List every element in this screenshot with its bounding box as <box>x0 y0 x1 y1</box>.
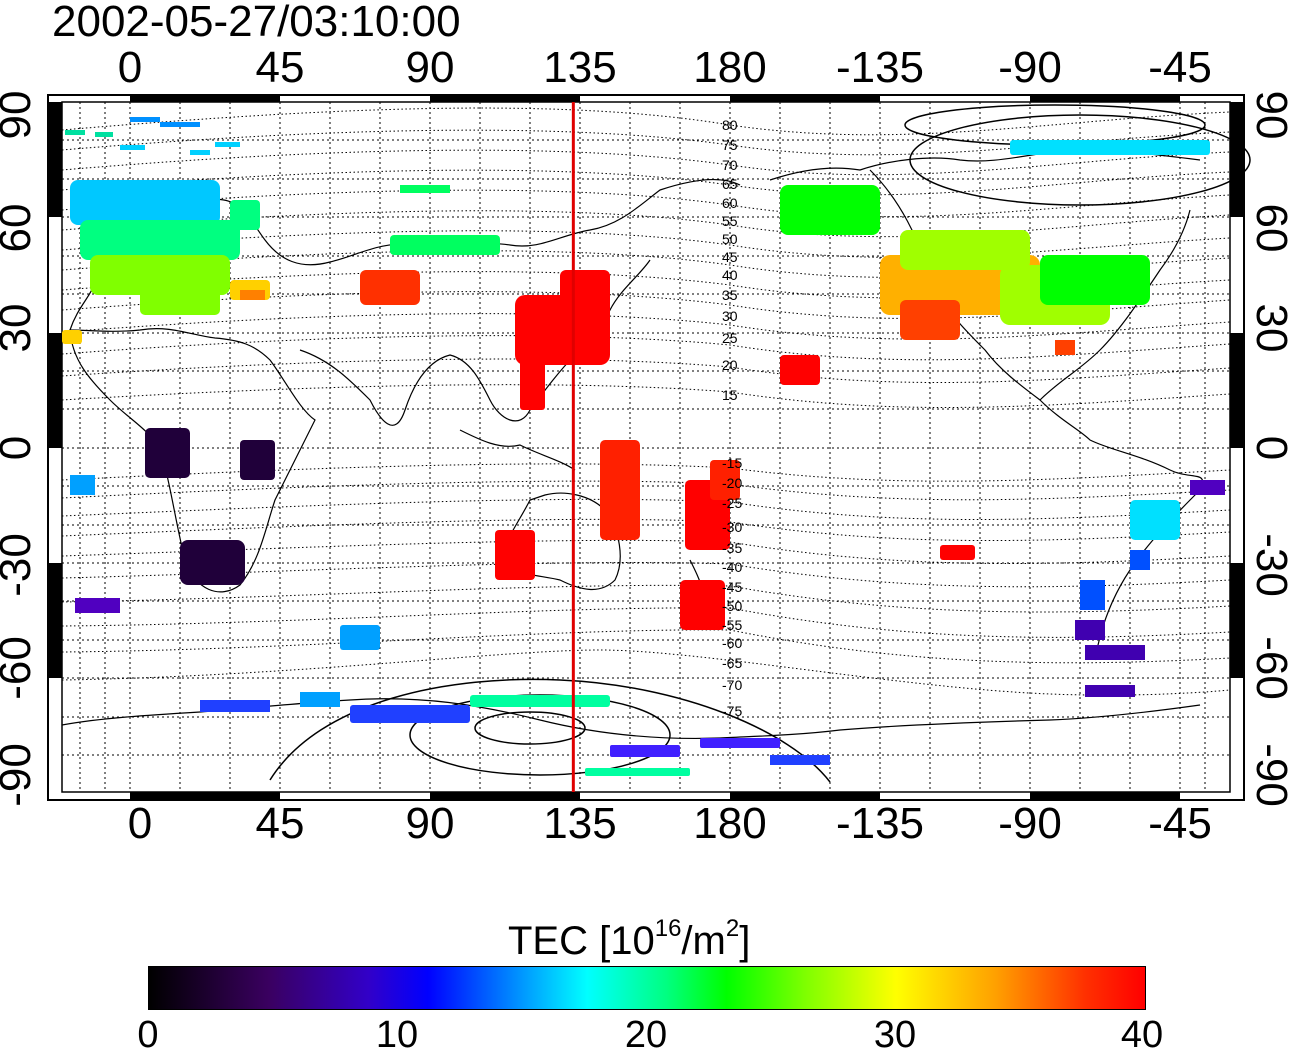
contour-label: 50 <box>722 231 738 247</box>
contour-label: 30 <box>722 308 738 324</box>
tec-observation-points <box>62 117 1225 776</box>
contour-label: -65 <box>722 655 742 671</box>
contour-label: 80 <box>722 117 738 133</box>
colorbar <box>148 966 1146 1010</box>
lon-tick-bottom-180: 180 <box>693 799 767 848</box>
colorbar-tick-10: 10 <box>375 1014 419 1056</box>
contour-label: 25 <box>722 330 738 346</box>
contour-label: -30 <box>722 519 742 535</box>
lon-tick-top-m135: -135 <box>835 43 925 92</box>
lon-tick-bottom-135: 135 <box>543 799 617 848</box>
contour-label: 75 <box>722 137 738 153</box>
lon-tick-bottom-90: 90 <box>405 799 455 848</box>
lon-tick-bottom-m45: -45 <box>1148 799 1212 848</box>
colorbar-tick-20: 20 <box>624 1014 668 1056</box>
contour-label: 55 <box>722 213 738 229</box>
timestamp-title: 2002-05-27/03:10:00 <box>52 0 461 46</box>
contour-label: 60 <box>722 195 738 211</box>
lon-tick-top-m45: -45 <box>1148 43 1212 92</box>
contour-label: -40 <box>722 559 742 575</box>
contour-label: -35 <box>722 540 742 556</box>
colorbar-tick-40: 40 <box>1120 1014 1164 1056</box>
contour-label: -70 <box>722 677 742 693</box>
lon-tick-top-180: 180 <box>693 43 767 92</box>
colorbar-title: TEC [1016/m2] <box>508 915 751 963</box>
lon-tick-top-m90: -90 <box>998 43 1062 92</box>
contour-label: -50 <box>722 598 742 614</box>
contour-labels: 80 75 70 65 60 55 50 45 40 35 30 25 20 1… <box>722 117 742 719</box>
contour-label: 40 <box>722 267 738 283</box>
colorbar-tick-30: 30 <box>873 1014 917 1056</box>
contour-label: -60 <box>722 635 742 651</box>
contour-label: 70 <box>722 157 738 173</box>
lon-tick-top-0: 0 <box>117 43 143 92</box>
colorbar-tick-0: 0 <box>137 1014 159 1056</box>
contour-label: -25 <box>722 495 742 511</box>
lon-tick-bottom-0: 0 <box>127 799 153 848</box>
contour-label: -55 <box>722 617 742 633</box>
lon-tick-bottom-45: 45 <box>255 799 305 848</box>
contour-label: -20 <box>722 475 742 491</box>
contour-label: 15 <box>722 387 738 403</box>
contour-label: -45 <box>722 579 742 595</box>
lon-tick-top-90: 90 <box>405 43 455 92</box>
lon-tick-bottom-m135: -135 <box>835 799 925 848</box>
contour-label: -75 <box>722 703 742 719</box>
contour-label: 35 <box>722 287 738 303</box>
lon-tick-top-45: 45 <box>255 43 305 92</box>
contour-label: 45 <box>722 249 738 265</box>
contour-label: 20 <box>722 357 738 373</box>
contour-label: 65 <box>722 176 738 192</box>
contour-label: -15 <box>722 455 742 471</box>
lon-tick-top-135: 135 <box>543 43 617 92</box>
lon-tick-bottom-m90: -90 <box>998 799 1062 848</box>
